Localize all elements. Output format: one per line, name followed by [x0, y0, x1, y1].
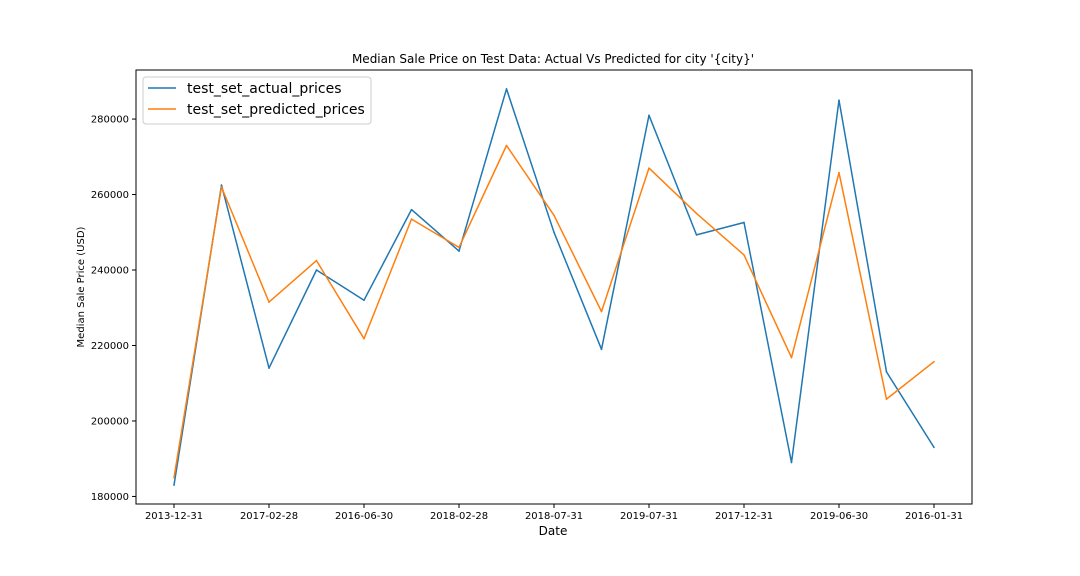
legend-box [142, 76, 372, 125]
y-tick-label: 220000 [91, 341, 129, 352]
data-point-test_set_predicted_prices [933, 360, 935, 363]
x-tick-label: 2018-07-31 [525, 511, 583, 522]
y-tick-label: 260000 [91, 190, 129, 201]
data-point-test_set_predicted_prices [315, 259, 318, 262]
legend: test_set_actual_prices test_set_predicted… [142, 76, 372, 125]
series-line-test_set_predicted_prices [173, 144, 935, 478]
x-tick-label: 2016-06-30 [335, 511, 393, 522]
x-tick-label: 2018-02-28 [430, 511, 488, 522]
data-point-test_set_predicted_prices [268, 301, 270, 303]
legend-label: test_set_predicted_prices [187, 102, 365, 118]
legend-label: test_set_actual_prices [187, 81, 342, 97]
y-tick-label: 200000 [91, 416, 129, 427]
data-point-test_set_actual_prices [790, 461, 793, 464]
data-point-test_set_actual_prices [410, 208, 413, 211]
data-point-test_set_predicted_prices [173, 476, 175, 479]
chart-title: Median Sale Price on Test Data: Actual V… [352, 52, 754, 66]
data-point-test_set_predicted_prices [505, 144, 508, 147]
y-tick-label: 280000 [91, 115, 129, 126]
series-line-test_set_actual_prices [173, 88, 935, 486]
data-point-test_set_predicted_prices [363, 337, 365, 340]
x-axis-label: Date [539, 524, 568, 538]
data-point-test_set_predicted_prices [885, 398, 888, 400]
x-tick-label: 2019-07-31 [620, 511, 678, 522]
y-tick-label: 240000 [91, 266, 129, 277]
x-axis-ticks: 2013-12-31 2017-02-28 2016-06-30 2018-02-28… [145, 504, 963, 522]
data-point-test_set_actual_prices [838, 99, 840, 101]
data-point-test_set_actual_prices [315, 269, 318, 271]
data-point-test_set_actual_prices [743, 221, 745, 224]
data-point-test_set_predicted_prices [600, 310, 603, 313]
data-point-test_set_predicted_prices [648, 167, 650, 169]
data-point-test_set_predicted_prices [553, 214, 555, 217]
plot-area-frame [135, 69, 973, 505]
data-point-test_set_actual_prices [648, 114, 650, 117]
data-point-test_set_predicted_prices [838, 171, 840, 174]
x-tick-label: 2017-12-31 [715, 511, 773, 522]
data-point-test_set_actual_prices [600, 348, 603, 351]
data-point-test_set_actual_prices [505, 88, 508, 90]
data-point-test_set_actual_prices [695, 234, 698, 236]
x-tick-label: 2016-01-31 [905, 511, 963, 522]
data-point-test_set_predicted_prices [410, 218, 413, 220]
y-axis-label: Median Sale Price (USD) [76, 226, 87, 347]
series-layer [173, 88, 935, 486]
x-tick-label: 2019-06-30 [810, 511, 868, 522]
data-point-test_set_predicted_prices [743, 254, 745, 256]
data-point-test_set_predicted_prices [220, 186, 223, 188]
data-point-test_set_actual_prices [268, 367, 270, 369]
data-point-test_set_actual_prices [458, 250, 460, 252]
data-point-test_set_actual_prices [220, 184, 223, 186]
x-tick-label: 2013-12-31 [145, 511, 203, 522]
x-tick-label: 2017-02-28 [240, 511, 298, 522]
data-point-test_set_predicted_prices [458, 246, 460, 249]
data-point-test_set_actual_prices [553, 231, 555, 234]
data-point-test_set_actual_prices [173, 484, 175, 486]
data-point-test_set_actual_prices [885, 371, 888, 373]
data-point-test_set_actual_prices [933, 446, 935, 449]
y-tick-label: 180000 [91, 492, 129, 503]
y-axis-ticks: 180000 200000 220000 240000 260000 280000 [91, 115, 136, 503]
data-point-test_set_actual_prices [363, 299, 365, 302]
data-point-test_set_predicted_prices [695, 212, 698, 215]
data-point-test_set_predicted_prices [790, 356, 793, 359]
